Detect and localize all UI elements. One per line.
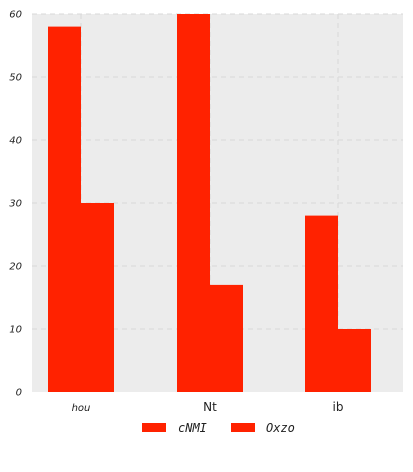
bars <box>48 14 371 392</box>
x-tick-label: Nt <box>203 400 217 414</box>
y-tick-label: 40 <box>9 136 22 147</box>
legend[interactable]: cNMI Oxzo <box>142 421 295 435</box>
bar-cNMI-hou <box>48 26 81 392</box>
bar-Oxzo-ib <box>338 329 371 392</box>
legend-swatch <box>142 423 166 432</box>
bar-Oxzo-Nt <box>210 284 243 392</box>
bar-Oxzo-hou <box>81 203 114 392</box>
y-tick-label: 0 <box>16 388 22 399</box>
y-tick-label: 50 <box>9 73 22 84</box>
y-axis-ticks: 0 10 20 30 40 50 60 <box>9 10 22 399</box>
bar-cNMI-Nt <box>177 14 210 392</box>
legend-label: Oxzo <box>266 421 295 435</box>
legend-swatch <box>231 423 255 432</box>
y-tick-label: 60 <box>9 10 22 21</box>
y-tick-label: 20 <box>9 262 22 273</box>
x-axis-ticks: hou Nt ib <box>72 400 344 414</box>
legend-label: cNMI <box>178 421 207 435</box>
x-tick-label: hou <box>72 403 91 414</box>
y-tick-label: 10 <box>9 325 22 336</box>
x-tick-label: ib <box>333 400 344 414</box>
bar-cNMI-ib <box>305 215 338 392</box>
y-tick-label: 30 <box>9 199 22 210</box>
